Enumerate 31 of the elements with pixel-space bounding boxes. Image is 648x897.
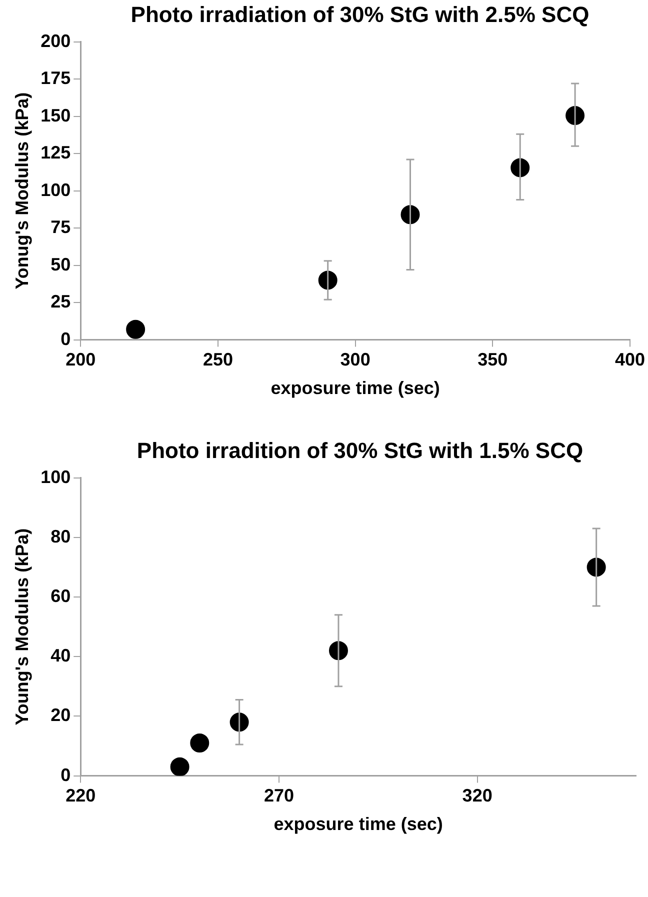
x-tick-label: 220 bbox=[66, 786, 96, 806]
x-tick-label: 300 bbox=[340, 350, 370, 370]
y-tick-label: 60 bbox=[50, 586, 71, 606]
x-tick-label: 350 bbox=[478, 350, 508, 370]
x-tick-label: 400 bbox=[614, 350, 646, 370]
x-tick-label: 270 bbox=[264, 786, 294, 806]
x-axis-title: exposure time (sec) bbox=[274, 814, 443, 834]
y-tick-label: 100 bbox=[40, 466, 71, 487]
y-tick-label: 0 bbox=[60, 764, 71, 785]
x-tick-label: 320 bbox=[462, 786, 492, 806]
x-tick-label: 250 bbox=[202, 350, 233, 370]
y-tick-label: 20 bbox=[50, 705, 71, 726]
y-tick-label: 75 bbox=[50, 217, 71, 238]
point bbox=[170, 757, 190, 776]
y-tick-label: 200 bbox=[40, 30, 71, 51]
y-tick-label: 25 bbox=[50, 292, 71, 312]
point bbox=[126, 320, 146, 339]
chart-title: Photo irradition of 30% StG with 1.5% SCQ bbox=[136, 438, 584, 464]
y-tick-label: 125 bbox=[40, 142, 71, 163]
y-axis-title: Young's Modulus (kPa) bbox=[12, 528, 32, 726]
chart-title: Photo irradiation of 30% StG with 2.5% SCQ bbox=[130, 2, 590, 28]
y-tick-label: 100 bbox=[40, 180, 71, 200]
y-tick-label: 80 bbox=[50, 526, 71, 546]
x-axis-title: exposure time (sec) bbox=[270, 378, 440, 398]
y-axis-title: Yonug's Modulus (kPa) bbox=[12, 92, 32, 290]
y-tick-label: 50 bbox=[50, 254, 71, 274]
y-tick-label: 0 bbox=[60, 328, 71, 349]
y-tick-label: 40 bbox=[50, 646, 71, 666]
point bbox=[190, 734, 210, 753]
y-tick-label: 175 bbox=[40, 68, 71, 88]
y-tick-label: 150 bbox=[40, 105, 71, 126]
